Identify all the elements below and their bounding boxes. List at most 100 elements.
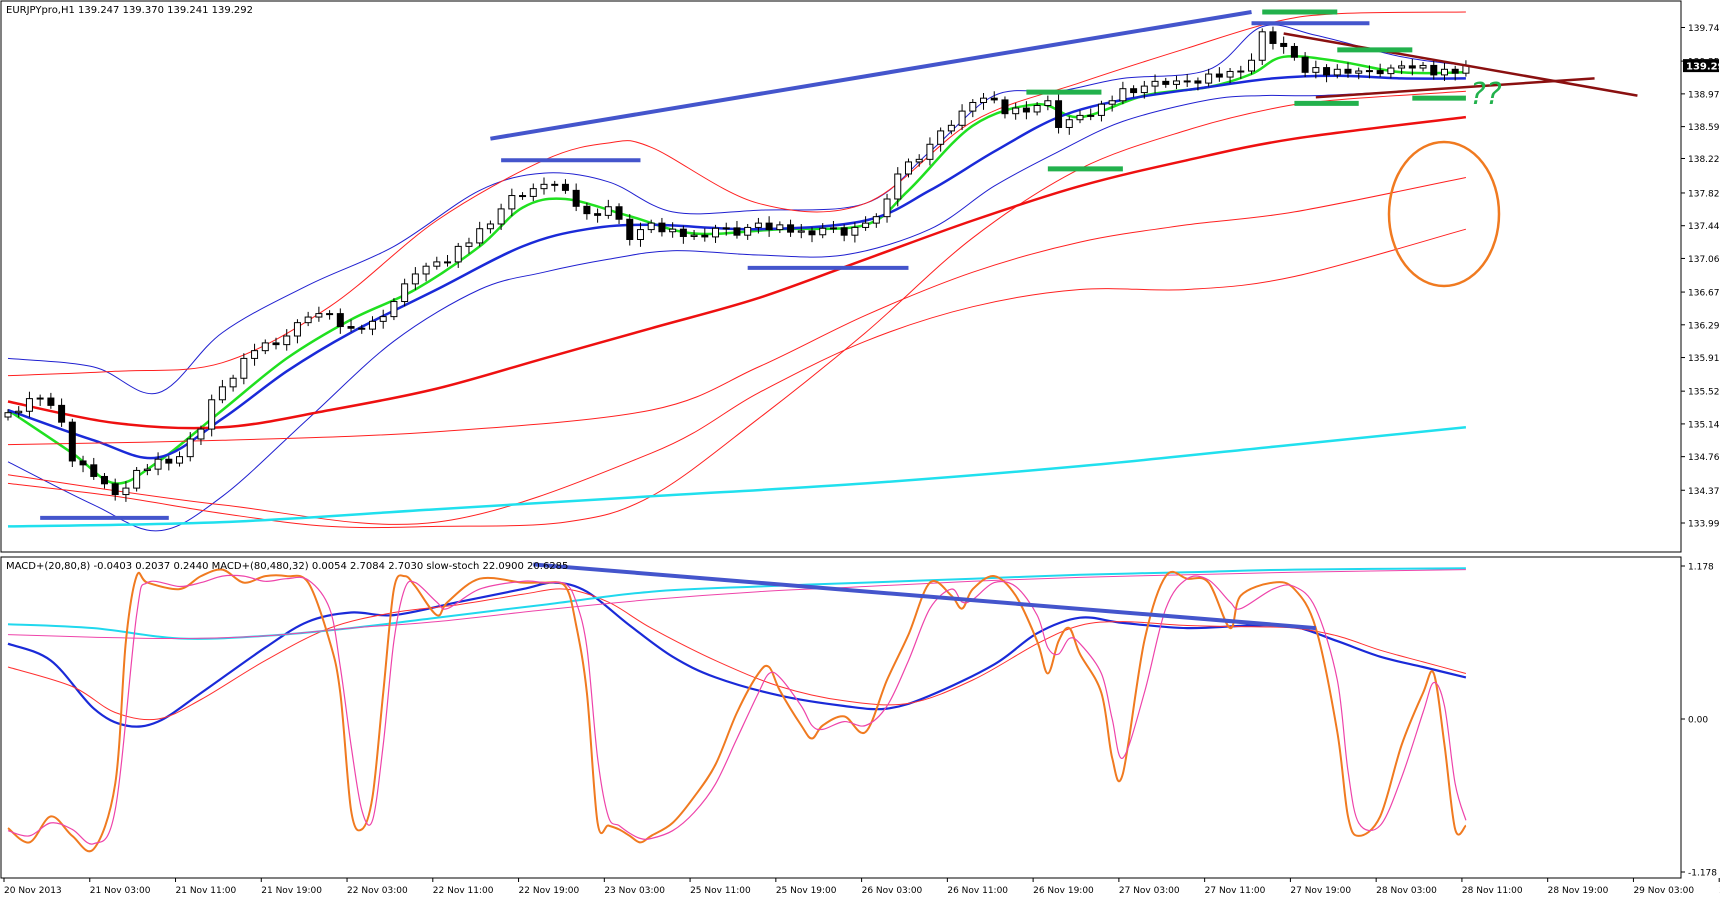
candle	[529, 183, 537, 202]
candle	[1076, 110, 1084, 124]
price-annotations-layer	[40, 9, 1638, 520]
time-tick-label: 23 Nov 03:00	[604, 886, 665, 896]
candle	[808, 227, 816, 243]
series-envelope-mid-upper	[7, 177, 1466, 446]
candle	[15, 406, 23, 418]
price-tick-label: 138.970	[1688, 90, 1720, 100]
candle	[1280, 36, 1288, 54]
candle	[336, 308, 344, 334]
candle	[1215, 67, 1223, 82]
series-ma-cyan	[7, 426, 1467, 528]
candle	[379, 309, 387, 329]
candle	[1344, 62, 1352, 78]
trend-line-trend_dark	[1283, 32, 1638, 97]
candle	[604, 199, 612, 219]
candle	[594, 208, 602, 223]
candle	[551, 180, 559, 192]
candle	[819, 223, 827, 239]
time-tick-label: 27 Nov 19:00	[1290, 886, 1351, 896]
candle	[133, 466, 141, 492]
price-panel: ?? 139.740139.350138.970138.590138.22013…	[0, 0, 1720, 553]
candle	[315, 306, 323, 322]
candle	[208, 394, 216, 437]
candle	[744, 223, 752, 240]
candle	[1172, 75, 1180, 90]
series-macd-20-80-8-signal	[7, 588, 1467, 721]
candle	[197, 425, 205, 446]
candle	[980, 93, 988, 110]
price-tick-label: 134.370	[1688, 487, 1720, 497]
time-tick-label: 22 Nov 11:00	[433, 886, 494, 896]
candle	[486, 220, 494, 234]
price-tick-label: 137.060	[1688, 255, 1720, 265]
candle	[143, 463, 151, 476]
candle	[283, 329, 291, 351]
price-tick-label: 135.140	[1688, 420, 1720, 430]
candle	[100, 473, 108, 489]
series-bollinger-upper	[7, 24, 1466, 395]
candle	[872, 213, 880, 228]
candle	[240, 353, 248, 385]
trend-line-trend_blue	[490, 10, 1252, 141]
candle	[25, 391, 33, 418]
candle	[1130, 85, 1138, 98]
indicator-panel-frame	[0, 556, 1682, 879]
series-envelope-lower	[7, 90, 1466, 529]
candle	[733, 220, 741, 239]
series-slow-stoch-main	[7, 568, 1467, 853]
candle	[358, 324, 366, 334]
price-y-axis: 139.740139.350138.970138.590138.220137.8…	[1681, 24, 1720, 530]
candle	[1097, 100, 1105, 122]
indicator-panel: 1.178 0.00 -1.178 MACD+(20,80,8) -0.0403 0…	[0, 556, 1717, 879]
candle	[36, 394, 44, 406]
candle	[218, 379, 226, 404]
current-price-label: 139.292	[1686, 62, 1720, 73]
candle	[1194, 77, 1202, 91]
price-tick-label: 137.440	[1688, 222, 1720, 232]
candle	[422, 262, 430, 282]
candle	[883, 193, 891, 223]
candle	[712, 224, 720, 243]
candle	[1140, 80, 1148, 99]
candle	[1323, 64, 1331, 83]
series-macd-80-480-32-main	[7, 567, 1466, 640]
candle	[411, 267, 419, 290]
price-tick-label: 135.910	[1688, 354, 1720, 364]
candle	[840, 224, 848, 242]
current-price-box	[1683, 59, 1719, 73]
candle	[1408, 58, 1416, 76]
price-tick-label: 138.590	[1688, 123, 1720, 133]
candle	[626, 214, 634, 246]
candle	[1376, 63, 1384, 78]
candle	[1269, 26, 1277, 50]
time-tick-label: 21 Nov 11:00	[176, 886, 237, 896]
candle	[765, 216, 773, 237]
candle	[615, 203, 623, 224]
time-tick-label: 27 Nov 03:00	[1119, 886, 1180, 896]
time-tick-label: 22 Nov 03:00	[347, 886, 408, 896]
candle	[797, 223, 805, 239]
candle	[1183, 74, 1191, 87]
candle	[1290, 43, 1298, 61]
candle	[497, 203, 505, 231]
candle	[1440, 62, 1448, 81]
candle	[304, 311, 312, 327]
candle	[186, 432, 194, 462]
candle	[1333, 64, 1341, 79]
candle	[401, 278, 409, 307]
candle	[1001, 96, 1009, 119]
candle	[1430, 60, 1438, 80]
candle	[454, 242, 462, 268]
candle	[111, 478, 119, 501]
time-tick-label: 21 Nov 19:00	[261, 886, 322, 896]
candle	[958, 104, 966, 131]
candle	[1419, 61, 1427, 72]
series-bollinger-lower	[7, 86, 1466, 532]
indicator-y-axis: 1.178 0.00 -1.178	[1681, 563, 1717, 879]
candle	[658, 217, 666, 237]
time-axis: 20 Nov 2013 21 Nov 03:00 21 Nov 11:00 21 No…	[3, 878, 1720, 896]
price-tick-label: 135.520	[1688, 388, 1720, 398]
candle	[754, 217, 762, 234]
